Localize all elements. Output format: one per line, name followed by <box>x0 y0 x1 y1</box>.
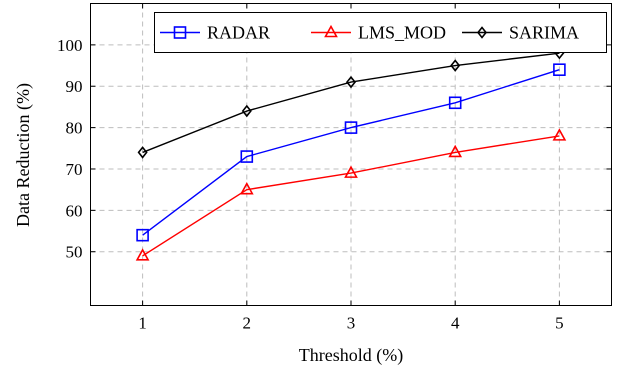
y-axis-label: Data Reduction (%) <box>13 83 34 227</box>
series-line <box>142 69 560 236</box>
x-tick-label: 4 <box>451 314 460 333</box>
data-point <box>137 146 148 159</box>
y-tick-label: 80 <box>66 119 83 138</box>
legend-marker <box>324 24 338 38</box>
data-point <box>553 63 566 76</box>
legend-box <box>154 12 607 53</box>
data-point <box>241 104 252 118</box>
y-tick-label: 70 <box>66 160 83 179</box>
data-point <box>239 182 254 195</box>
data-point <box>552 128 567 141</box>
series-line <box>142 135 560 257</box>
data-point <box>448 144 463 158</box>
axis-ticks: 1 2 3 4 5 50 60 70 80 90 100 <box>57 3 612 333</box>
x-tick-label: 3 <box>347 314 356 333</box>
series-line <box>142 52 560 154</box>
data-point <box>344 165 358 178</box>
data-point <box>344 121 358 134</box>
y-tick-label: 60 <box>66 201 83 220</box>
data-point <box>345 75 357 89</box>
x-tick-label: 5 <box>555 314 564 333</box>
series-layer <box>135 46 567 261</box>
data-point <box>136 228 149 242</box>
x-axis-label: Threshold (%) <box>299 345 403 366</box>
series-radar <box>136 63 566 242</box>
y-tick-label: 50 <box>66 243 83 262</box>
y-tick-label: 90 <box>66 77 83 96</box>
series-lms-mod <box>135 128 567 261</box>
legend-entry: RADAR <box>160 23 270 43</box>
legend-label: LMS_MOD <box>358 23 446 43</box>
data-point <box>450 59 461 72</box>
x-tick-label: 2 <box>243 314 252 333</box>
data-point <box>240 150 254 163</box>
legend-label: SARIMA <box>509 23 579 43</box>
legend-entry: SARIMA <box>462 23 579 43</box>
legend-entry: LMS_MOD <box>311 23 446 43</box>
x-tick-label: 1 <box>138 314 147 333</box>
legend: RADAR LMS_MOD SARIMA <box>154 12 607 53</box>
legend-marker <box>476 26 488 39</box>
data-point <box>135 248 150 261</box>
data-point <box>448 96 462 110</box>
legend-label: RADAR <box>207 23 270 43</box>
legend-marker <box>173 26 187 39</box>
y-tick-label: 100 <box>57 36 83 55</box>
